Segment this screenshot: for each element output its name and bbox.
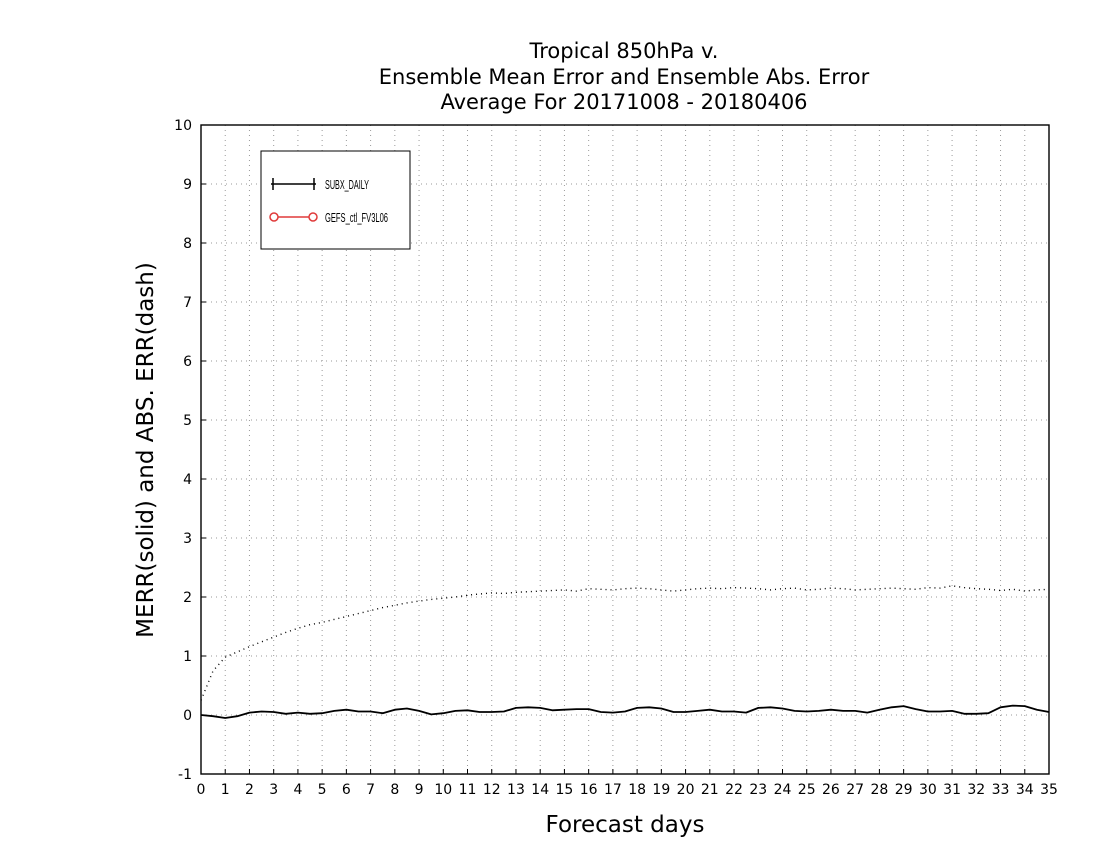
x-tick-label: 19 — [652, 782, 670, 798]
x-tick-label: 3 — [269, 782, 278, 798]
y-tick-label: 9 — [183, 177, 192, 193]
x-tick-label: 21 — [701, 782, 719, 798]
x-axis-label: Forecast days — [546, 812, 705, 838]
x-tick-label: 11 — [459, 782, 477, 798]
x-tick-label: 22 — [725, 782, 743, 798]
x-tick-label: 12 — [483, 782, 501, 798]
x-tick-label: 35 — [1040, 782, 1058, 798]
x-tick-label: 6 — [342, 782, 351, 798]
tick-layer: 0 1 2 3 4 5 6 7 8 9 10 11 12 13 14 15 16 17 18 19 20 21 22 23 24… — [174, 118, 1058, 798]
series-line-mean-error — [200, 704, 1050, 719]
chart-title-line-1: Tropical 850hPa v. — [529, 39, 719, 63]
x-tick-label: 9 — [415, 782, 424, 798]
x-tick-label: 33 — [992, 782, 1010, 798]
x-tick-label: 34 — [1016, 782, 1034, 798]
x-tick-label: 24 — [774, 782, 792, 798]
y-tick-label: 0 — [183, 708, 192, 724]
y-tick-label: 2 — [183, 590, 192, 606]
x-tick-label: 8 — [390, 782, 399, 798]
legend-marker-circle-right — [308, 212, 318, 222]
x-tick-label: 4 — [293, 782, 302, 798]
x-tick-label: 25 — [798, 782, 816, 798]
y-tick-label: 7 — [183, 295, 192, 311]
grid-layer — [201, 125, 1049, 774]
x-tick-label: 5 — [318, 782, 327, 798]
plot-frame — [200, 124, 1050, 775]
x-tick-label: 30 — [919, 782, 937, 798]
x-tick-label: 31 — [943, 782, 961, 798]
y-tick-label: 10 — [174, 118, 192, 134]
x-tick-label: 0 — [197, 782, 206, 798]
series-line-abs-error — [200, 585, 1050, 701]
x-tick-label: 17 — [604, 782, 622, 798]
x-tick-label: 32 — [967, 782, 985, 798]
legend-label-gefs: GEFS_ctl_FV3L06 — [325, 210, 388, 225]
legend-box — [260, 150, 411, 250]
x-tick-label: 7 — [366, 782, 375, 798]
x-tick-label: 20 — [677, 782, 695, 798]
x-tick-label: 13 — [507, 782, 525, 798]
x-tick-label: 18 — [628, 782, 646, 798]
x-tick-label: 10 — [434, 782, 452, 798]
x-tick-label: 15 — [556, 782, 574, 798]
x-tick-label: 16 — [580, 782, 598, 798]
y-tick-label: 5 — [183, 413, 192, 429]
x-tick-label: 1 — [221, 782, 230, 798]
chart-title-line-2: Ensemble Mean Error and Ensemble Abs. Er… — [379, 65, 870, 89]
x-tick-label: 26 — [822, 782, 840, 798]
y-tick-label: 6 — [183, 354, 192, 370]
y-axis-label: MERR(solid) and ABS. ERR(dash) — [133, 262, 159, 638]
y-tick-label: 3 — [183, 531, 192, 547]
y-tick-label: 8 — [183, 236, 192, 252]
chart-title-line-3: Average For 20171008 - 20180406 — [440, 90, 807, 114]
y-tick-label: -1 — [178, 767, 192, 783]
y-tick-label: 4 — [183, 472, 192, 488]
y-tick-label: 1 — [183, 649, 192, 665]
x-tick-label: 28 — [870, 782, 888, 798]
x-tick-label: 14 — [531, 782, 549, 798]
legend: SUBX_DAILY GEFS_ctl_FV3L06 — [260, 150, 411, 250]
series-layer — [200, 585, 1050, 719]
x-tick-label: 23 — [749, 782, 767, 798]
legend-marker-circle-left — [269, 212, 279, 222]
x-tick-label: 2 — [245, 782, 254, 798]
x-tick-label: 29 — [895, 782, 913, 798]
x-tick-label: 27 — [846, 782, 864, 798]
legend-label-subx: SUBX_DAILY — [325, 177, 369, 192]
